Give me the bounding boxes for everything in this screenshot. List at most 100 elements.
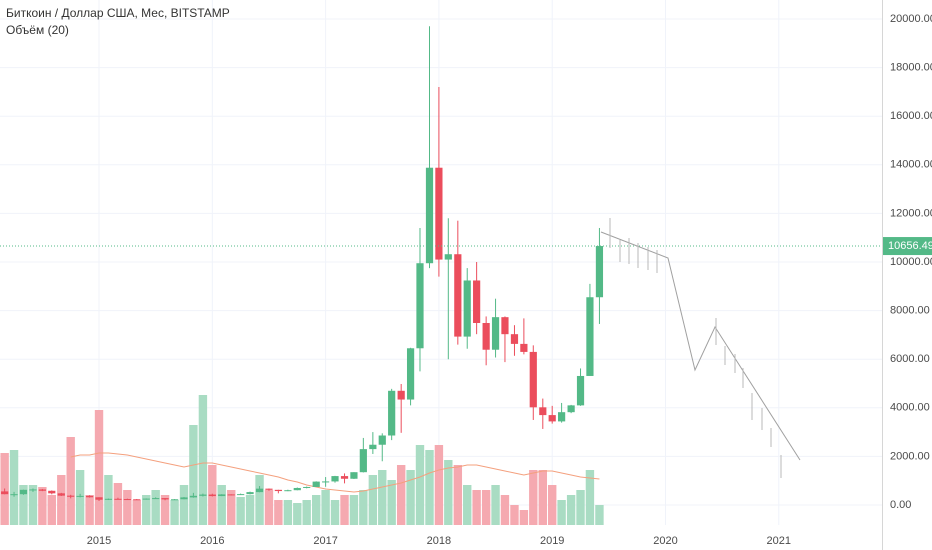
volume-bar	[293, 503, 302, 525]
candle-body	[57, 493, 65, 496]
candle-body	[473, 280, 481, 323]
volume-bar	[38, 487, 47, 525]
candle-body	[180, 497, 188, 500]
candle-body	[1, 491, 9, 495]
volume-bar	[123, 490, 132, 525]
candle-body	[595, 246, 604, 298]
y-tick-label: 4000.00	[890, 402, 930, 414]
axes: 0.00 2000.00 4000.00 6000.00 8000.00 10000.00…	[87, 13, 932, 547]
candle-body	[142, 498, 150, 500]
last-price-label: 10656.49	[888, 240, 932, 252]
volume-bar	[396, 465, 406, 525]
candle-body	[38, 489, 46, 491]
candle-body	[435, 167, 443, 260]
candle-body	[331, 476, 339, 482]
y-tick-label: 18000.00	[890, 62, 932, 74]
candle-body	[246, 492, 254, 495]
candle-body	[86, 495, 94, 498]
candle-body	[558, 412, 566, 422]
volume-bar	[434, 445, 444, 525]
candle-body	[322, 481, 330, 483]
volume-bar	[340, 495, 349, 525]
volume-bar	[227, 490, 236, 525]
volume-bar	[463, 485, 472, 525]
volume-bar	[453, 465, 463, 525]
volume-bar	[425, 450, 434, 525]
volume-bar	[85, 495, 94, 525]
candle-body	[567, 405, 575, 413]
volume-bar	[406, 470, 415, 525]
y-tick-label: 16000.00	[890, 110, 932, 122]
x-tick-label: 2015	[87, 535, 111, 547]
volume-bar	[491, 485, 500, 525]
volume-bar	[236, 497, 245, 525]
volume-bar	[510, 505, 519, 525]
candle-body	[152, 498, 160, 500]
volume-bar	[94, 410, 104, 525]
volume-bar	[151, 490, 160, 525]
candle-body	[425, 167, 434, 264]
volume-bar	[519, 510, 529, 525]
candle-body	[539, 407, 547, 416]
volume-bar	[189, 425, 198, 525]
candle-body	[340, 476, 349, 479]
volume-bar	[359, 490, 368, 525]
candle-body	[67, 495, 75, 497]
candle-body	[114, 498, 122, 500]
grid	[0, 0, 882, 525]
volume-bar	[9, 450, 19, 525]
volume-bar	[142, 495, 151, 525]
candle-body	[397, 390, 405, 400]
volume-bar	[387, 480, 396, 525]
candle-body	[520, 343, 528, 352]
volume-title: Объём (20)	[6, 23, 69, 37]
volume-bar	[321, 490, 330, 525]
volume-bar	[529, 470, 538, 525]
chart-title: Биткоин / Доллар США, Мес, BITSTAMP	[6, 6, 230, 20]
price-pane	[0, 26, 882, 501]
candle-body	[227, 494, 235, 496]
volume-bar	[283, 500, 293, 525]
candle-body	[199, 494, 207, 496]
volume-bar	[302, 500, 311, 525]
candle-body	[95, 497, 103, 500]
candle-body	[237, 494, 245, 496]
volume-bar	[500, 495, 510, 525]
candle-body	[265, 488, 273, 490]
volume-bar	[415, 445, 425, 525]
y-tick-label: 12000.00	[890, 207, 932, 219]
candle-body	[454, 254, 462, 337]
volume-bar	[595, 505, 604, 525]
volume-bar	[472, 490, 481, 525]
volume-bar	[557, 500, 566, 525]
candle-body	[104, 498, 113, 500]
candle-body	[586, 297, 594, 376]
volume-bar	[538, 470, 547, 525]
candle-body	[463, 280, 471, 337]
volume-bar	[217, 485, 226, 525]
candle-body	[208, 494, 216, 497]
volume-bar	[113, 483, 123, 525]
candle-body	[170, 499, 179, 501]
candle-body	[482, 322, 490, 350]
candle-body	[48, 490, 56, 494]
candle-body	[303, 486, 311, 488]
volume-bar	[57, 475, 66, 525]
volume-bar	[576, 490, 585, 525]
volume-ma-line	[70, 452, 600, 493]
candle-body	[576, 375, 585, 406]
volume-bar	[585, 470, 595, 525]
volume-bar	[245, 495, 255, 525]
volume-bar	[28, 485, 38, 525]
x-tick-label: 2021	[767, 535, 791, 547]
volume-bar	[19, 485, 28, 525]
y-tick-label: 2000.00	[890, 450, 930, 462]
last-price-tag	[883, 237, 932, 256]
volume-bar	[312, 495, 321, 525]
candle-body	[274, 489, 282, 492]
volume-bar	[255, 475, 264, 525]
y-tick-label: 8000.00	[890, 305, 930, 317]
y-tick-label: 20000.00	[890, 13, 932, 25]
candle-body	[29, 489, 37, 491]
volume-bar	[132, 500, 141, 525]
